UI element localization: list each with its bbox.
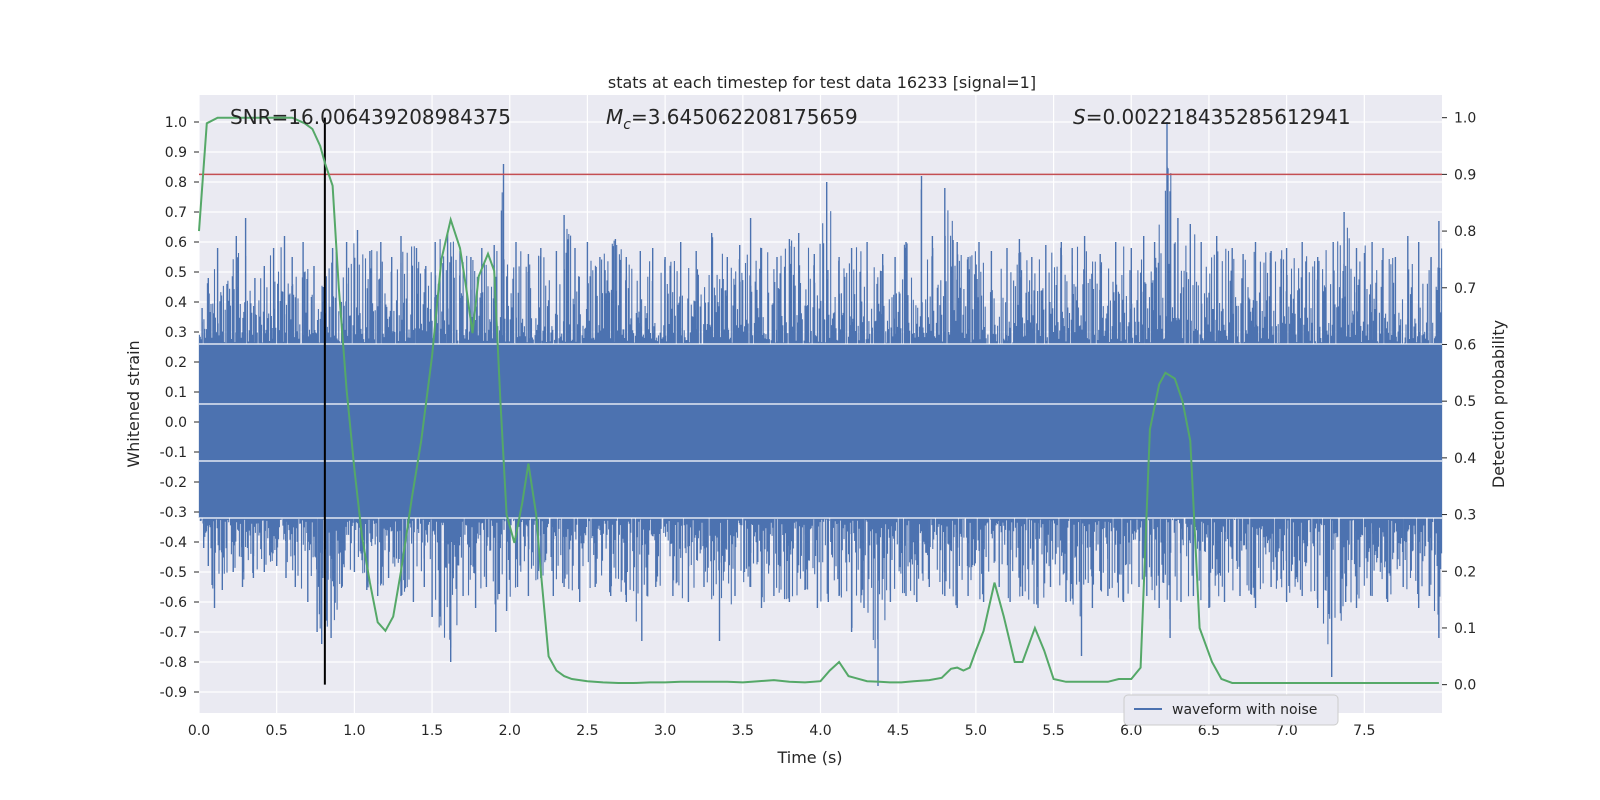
s-annotation: S=0.002218435285612941 <box>1073 105 1351 129</box>
y2-tick-label: 0.2 <box>1454 564 1476 580</box>
y-tick-label: 0.7 <box>165 205 187 221</box>
y-tick-label: -0.1 <box>160 445 187 461</box>
y-tick-label: 0.9 <box>165 145 187 161</box>
x-tick-label: 7.0 <box>1275 723 1297 739</box>
y-tick-label: 1.0 <box>165 115 187 131</box>
y-tick-label: -0.7 <box>160 625 187 641</box>
chirp-mass-annotation: Mc=3.645062208175659 <box>606 105 858 133</box>
x-tick-label: 6.0 <box>1120 723 1142 739</box>
x-axis-label: Time (s) <box>776 748 842 767</box>
y2-tick-label: 0.7 <box>1454 281 1476 297</box>
legend-label: waveform with noise <box>1172 702 1317 718</box>
y-tick-label: 0.1 <box>165 385 187 401</box>
y2-tick-label: 0.3 <box>1454 508 1476 524</box>
y-tick-label: 0.5 <box>165 265 187 281</box>
y-tick-label: -0.6 <box>160 595 187 611</box>
x-tick-label: 5.0 <box>965 723 987 739</box>
y-tick-label: -0.5 <box>160 565 187 581</box>
snr-annotation: SNR=16.006439208984375 <box>230 105 511 129</box>
y2-tick-label: 1.0 <box>1454 111 1476 127</box>
x-tick-label: 2.0 <box>499 723 521 739</box>
y2-tick-label: 0.8 <box>1454 224 1476 240</box>
y-tick-label: 0.3 <box>165 325 187 341</box>
y2-tick-label: 0.4 <box>1454 451 1476 467</box>
y2-tick-label: 0.9 <box>1454 167 1476 183</box>
chart-title: stats at each timestep for test data 162… <box>608 73 1036 92</box>
y-tick-label: -0.8 <box>160 655 187 671</box>
y-tick-label: -0.9 <box>160 685 187 701</box>
y-tick-label: -0.4 <box>160 535 187 551</box>
x-tick-label: 7.5 <box>1353 723 1375 739</box>
y-tick-label: 0.2 <box>165 355 187 371</box>
probability-series <box>198 116 1439 684</box>
x-tick-label: 4.0 <box>809 723 831 739</box>
x-tick-label: 2.5 <box>576 723 598 739</box>
y2-tick-label: 0.5 <box>1454 394 1476 410</box>
x-tick-label: 3.5 <box>732 723 754 739</box>
y-tick-label: 0.4 <box>165 295 187 311</box>
y2-axis-label: Detection probability <box>1489 320 1508 488</box>
x-tick-label: 4.5 <box>887 723 909 739</box>
y-tick-label: -0.2 <box>160 475 187 491</box>
y-axis-label: Whitened strain <box>124 340 143 467</box>
y2-tick-label: 0.1 <box>1454 621 1476 637</box>
waveform-spikes <box>198 166 1443 649</box>
y-tick-labels: 1.0 0.9 0.8 0.7 0.6 0.5 0.4 0.3 0.2 0.1 0.0 -0.1 -0.… <box>160 115 199 701</box>
waveform-peaks <box>201 122 1440 686</box>
waveform-series <box>198 122 1443 686</box>
y2-tick-labels: 1.0 0.9 0.8 0.7 0.6 0.5 0.4 0.3 0.2 0.1 0.0 <box>1442 111 1476 694</box>
x-tick-label: 3.0 <box>654 723 676 739</box>
x-tick-labels: 0.0 0.5 1.0 1.5 2.0 2.5 3.0 3.5 4.0 4.5 5.0 5.5 6.0 6… <box>188 723 1376 739</box>
x-tick-label: 0.5 <box>266 723 288 739</box>
y-tick-label: 0.0 <box>165 415 187 431</box>
x-tick-label: 1.0 <box>343 723 365 739</box>
legend-box <box>1123 694 1339 726</box>
detection-probability-line <box>198 116 1439 684</box>
y-tick-label: -0.3 <box>160 505 187 521</box>
y-tick-label: 0.6 <box>165 235 187 251</box>
x-tick-label: 1.5 <box>421 723 443 739</box>
legend: waveform with noise <box>1123 694 1339 726</box>
x-tick-label: 0.0 <box>188 723 210 739</box>
y2-tick-label: 0.0 <box>1454 678 1476 694</box>
overlay <box>199 117 1442 685</box>
y-tick-label: 0.8 <box>165 175 187 191</box>
y2-tick-label: 0.6 <box>1454 337 1476 353</box>
x-tick-label: 5.5 <box>1042 723 1064 739</box>
x-tick-label: 6.5 <box>1198 723 1220 739</box>
